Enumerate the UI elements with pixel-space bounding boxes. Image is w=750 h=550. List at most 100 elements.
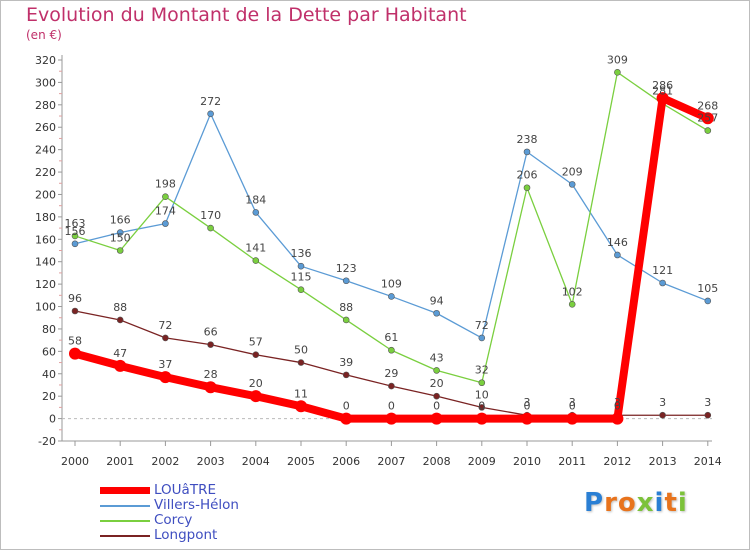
data-label: 286 [652, 79, 673, 92]
data-point [162, 334, 169, 342]
data-point [69, 347, 81, 360]
data-point [297, 286, 305, 294]
data-point [342, 371, 350, 379]
data-label: 174 [155, 205, 176, 218]
data-point [340, 412, 353, 425]
logo-letter: r [604, 488, 618, 518]
x-tick-label: 2001 [106, 455, 134, 468]
data-label: 3 [659, 396, 666, 409]
data-label: 61 [384, 331, 398, 344]
legend-item-corcy: Corcy [100, 512, 300, 528]
x-tick-label: 2013 [649, 455, 677, 468]
data-label: 136 [291, 247, 312, 260]
data-point [659, 411, 666, 419]
data-label: 281 [652, 85, 673, 98]
y-tick-label: 140 [35, 256, 56, 269]
data-label: 150 [110, 232, 131, 245]
data-label: 20 [430, 377, 444, 390]
data-point [433, 367, 440, 374]
y-tick-label: 80 [42, 323, 56, 336]
data-label: 268 [697, 99, 718, 112]
data-point [71, 240, 79, 248]
y-tick-label: 320 [35, 54, 56, 67]
x-tick-label: 2007 [377, 455, 405, 468]
data-label: 272 [200, 95, 221, 108]
logo-letter: i [677, 488, 688, 518]
legend-swatch-villers-helon [100, 505, 150, 507]
logo-letter: o [617, 488, 637, 518]
data-label: 163 [65, 217, 86, 230]
data-label: 10 [475, 388, 489, 401]
y-tick-label: 60 [42, 345, 56, 358]
legend-label-villers-helon: Villers-Hélon [154, 497, 239, 513]
data-label: 50 [294, 344, 308, 357]
data-label: 121 [652, 264, 673, 277]
x-tick-label: 2014 [694, 455, 722, 468]
data-point [71, 307, 79, 315]
data-point [297, 359, 305, 366]
data-label: 3 [569, 396, 576, 409]
data-point [252, 351, 260, 359]
data-label: 29 [384, 367, 398, 380]
x-tick-label: 2005 [287, 455, 315, 468]
data-point [116, 316, 124, 324]
data-label: 20 [249, 377, 263, 390]
data-label: 0 [614, 400, 621, 413]
data-point [207, 110, 214, 118]
data-point [388, 382, 395, 390]
logo-letter: P [584, 488, 605, 518]
data-label: 28 [204, 368, 218, 381]
data-point [388, 293, 395, 300]
data-point [475, 412, 488, 425]
data-point [252, 209, 260, 216]
y-tick-label: 280 [35, 99, 56, 112]
data-label: 57 [249, 336, 263, 349]
data-point [611, 412, 624, 425]
data-label: 206 [517, 169, 538, 182]
data-label: 3 [614, 396, 621, 409]
data-label: 209 [562, 165, 583, 178]
data-point [342, 277, 350, 285]
data-point [295, 400, 307, 413]
data-point [162, 193, 169, 201]
data-point [523, 184, 531, 192]
data-label: 184 [245, 193, 266, 206]
data-point [656, 92, 669, 105]
series-line-1 [74, 113, 709, 339]
data-point [704, 127, 712, 134]
y-tick-label: 160 [35, 233, 56, 246]
data-label: 72 [158, 319, 172, 332]
data-point [568, 300, 576, 308]
data-point [614, 251, 621, 259]
data-label: 66 [204, 326, 218, 339]
data-point [704, 297, 712, 305]
chart-subtitle: (en €) [26, 28, 62, 42]
y-tick-label: 260 [35, 121, 56, 134]
data-point [207, 341, 214, 348]
data-point [433, 392, 440, 400]
data-label: 88 [113, 301, 127, 314]
data-point [478, 404, 486, 411]
legend-item-longpont: Longpont [100, 527, 300, 543]
data-label: 3 [524, 396, 531, 409]
data-label: 257 [697, 112, 718, 125]
y-tick-label: 220 [35, 166, 56, 179]
data-point [249, 390, 262, 403]
data-point [523, 148, 531, 156]
data-label: 146 [607, 236, 628, 249]
data-point [659, 279, 666, 287]
x-tick-label: 2010 [513, 455, 541, 468]
data-point [252, 257, 260, 264]
data-point [162, 220, 169, 227]
data-label: 0 [433, 400, 440, 413]
data-label: 94 [430, 294, 444, 307]
legend-label-corcy: Corcy [154, 512, 193, 528]
data-point [430, 412, 443, 425]
x-tick-label: 2008 [423, 455, 451, 468]
data-label: 88 [339, 301, 353, 314]
data-label: 141 [245, 242, 266, 255]
legend-swatch-longpont [100, 535, 150, 537]
data-point [114, 359, 127, 372]
y-tick-label: 300 [35, 76, 56, 89]
